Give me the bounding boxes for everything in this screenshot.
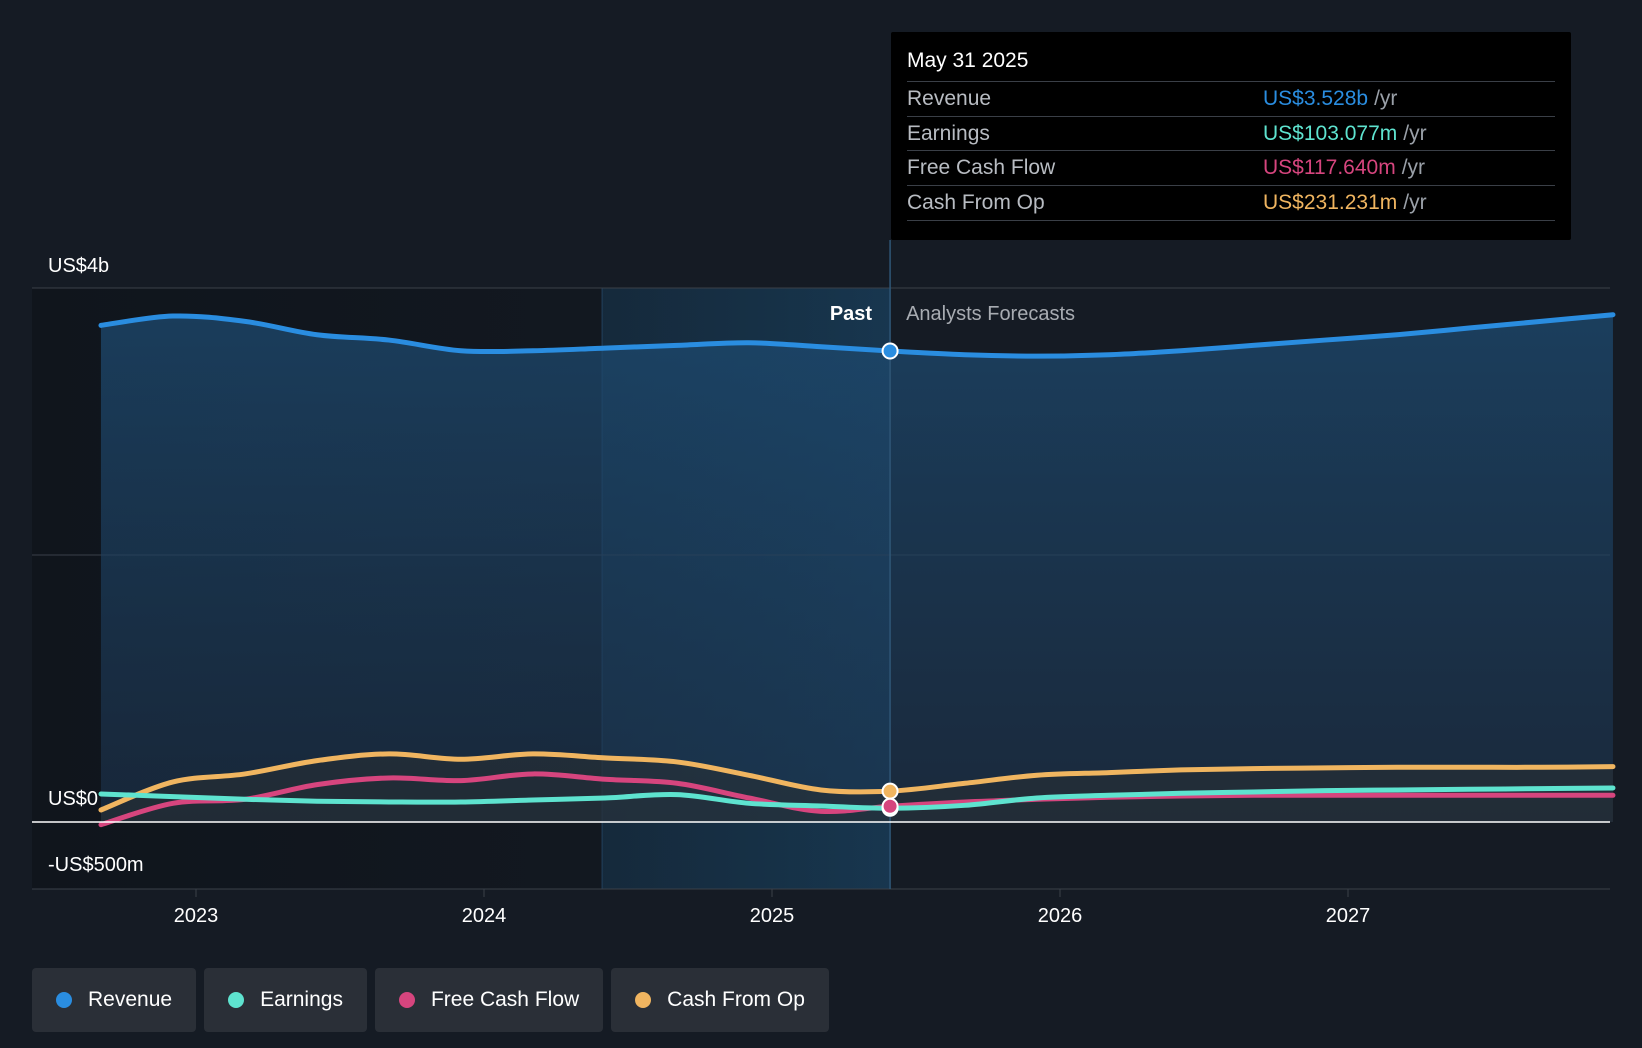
tooltip-row-value: US$3.528b/yr xyxy=(1263,82,1397,116)
legend-dot-icon xyxy=(56,992,72,1008)
tooltip-row-free-cash-flow: Free Cash Flow US$117.640m/yr xyxy=(907,150,1555,185)
x-tick-label: 2027 xyxy=(1326,905,1371,927)
x-tick-label: 2025 xyxy=(750,905,795,927)
tooltip-unit-text: /yr xyxy=(1403,190,1427,214)
tooltip-unit-text: /yr xyxy=(1401,156,1426,179)
legend-item-revenue[interactable]: Revenue xyxy=(32,968,197,1032)
legend-label: Free Cash Flow xyxy=(430,988,580,1011)
tooltip-row-value: US$103.077m/yr xyxy=(1263,117,1427,151)
line-layer xyxy=(98,312,1616,828)
tooltip-row-earnings: Earnings US$103.077m/yr xyxy=(907,115,1555,151)
x-tick-label: 2024 xyxy=(462,905,507,927)
tooltip-unit-text: /yr xyxy=(1403,121,1427,145)
tooltip-value-text: US$117.640m xyxy=(1263,156,1396,179)
legend-dot-icon xyxy=(635,992,652,1008)
y-axis-label: US$4b xyxy=(48,255,109,277)
tooltip-row-label: Cash From Op xyxy=(907,190,1045,214)
marker-cash-from-op xyxy=(881,782,899,800)
legend-dot-icon xyxy=(398,992,415,1008)
tooltip-date: May 31 2025 xyxy=(907,49,1029,72)
tooltip-row-label: Revenue xyxy=(907,87,992,110)
revenue-area xyxy=(100,314,1613,822)
tooltip-row-label: Free Cash Flow xyxy=(907,156,1056,179)
tooltip-row-label: Earnings xyxy=(907,121,990,145)
legend-item-free-cash-flow[interactable]: Free Cash Flow xyxy=(374,968,604,1032)
area-layer xyxy=(100,314,1613,822)
legend-dot-icon xyxy=(228,992,245,1008)
tooltip-row-cash-from-op: Cash From Op US$231.231m/yr xyxy=(907,184,1555,221)
legend-label: Earnings xyxy=(260,988,343,1011)
marker-layer xyxy=(881,342,899,817)
x-tick-label: 2023 xyxy=(174,905,219,927)
series-line-cash-from-op xyxy=(98,751,1616,813)
axis-layer: US$4b US$0 -US$500m 2023 2024 2025 2026 2027 Pas… xyxy=(32,240,1610,927)
tooltip-value-text: US$3.528b xyxy=(1263,87,1369,110)
legend-item-cash-from-op[interactable]: Cash From Op xyxy=(611,968,829,1032)
y-axis-label: US$0 xyxy=(48,788,98,810)
x-tick-label: 2026 xyxy=(1038,905,1083,927)
legend: Revenue Earnings Free Cash Flow Cash From O… xyxy=(32,968,829,1032)
legend-label: Revenue xyxy=(88,988,173,1011)
tooltip-value-text: US$103.077m xyxy=(1263,121,1398,145)
tooltip-row-value: US$231.231m/yr xyxy=(1263,186,1427,220)
tooltip-value-text: US$231.231m xyxy=(1263,190,1398,214)
tooltip-row-revenue: Revenue US$3.528b/yr xyxy=(907,81,1555,116)
past-label: Past xyxy=(830,303,873,325)
marker-revenue xyxy=(881,342,899,360)
tooltip-unit-text: /yr xyxy=(1374,87,1398,110)
forecast-label: Analysts Forecasts xyxy=(906,303,1075,325)
series-line-earnings xyxy=(98,785,1616,811)
tooltip-row-value: US$117.640m/yr xyxy=(1263,151,1425,185)
series-line-revenue xyxy=(98,312,1616,359)
legend-label: Cash From Op xyxy=(667,988,805,1011)
legend-item-earnings[interactable]: Earnings xyxy=(204,968,367,1032)
marker-free-cash-flow xyxy=(881,797,899,815)
tooltip: May 31 2025 Revenue US$3.528b/yr Earnings U… xyxy=(891,32,1571,240)
y-axis-label: -US$500m xyxy=(48,854,144,876)
